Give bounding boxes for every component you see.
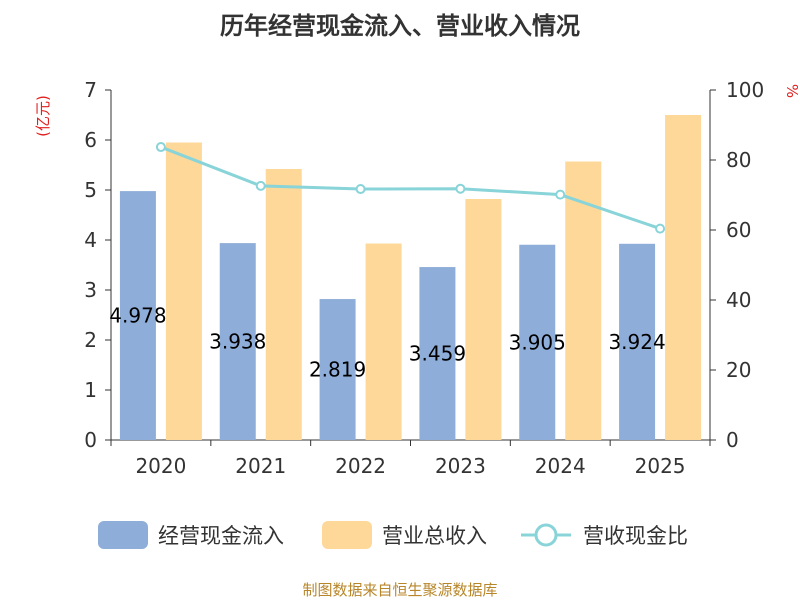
legend-swatch-cash-inflow — [98, 521, 148, 549]
ratio-line — [160, 145, 661, 231]
ratio-point — [155, 142, 166, 153]
data-label-cash-inflow: 3.905 — [509, 330, 566, 354]
data-labels-layer: 4.978 3.938 2.819 3.459 3.905 3.924 — [109, 304, 665, 382]
x-tick-label: 2024 — [535, 454, 586, 478]
legend-marker-ratio — [534, 523, 558, 547]
source-note: 制图数据来自恒生聚源数据库 — [302, 581, 497, 599]
left-tick-label: 1 — [84, 378, 97, 402]
data-label-cash-inflow: 3.924 — [608, 330, 665, 354]
bar-cash-inflow — [219, 243, 256, 440]
bar-revenue — [165, 142, 202, 440]
data-label-cash-inflow: 3.938 — [209, 330, 266, 354]
x-tick-label: 2020 — [135, 454, 186, 478]
ratio-point — [255, 180, 266, 191]
bar-cash-inflow — [119, 191, 156, 440]
right-tick-label: 80 — [726, 148, 751, 172]
legend-label-cash-inflow: 经营现金流入 — [158, 524, 284, 548]
left-axis-unit: (亿元) — [34, 95, 52, 137]
data-label-cash-inflow: 2.819 — [309, 358, 366, 382]
bars-layer — [119, 115, 702, 440]
line-layer — [155, 142, 666, 234]
left-tick-label: 7 — [84, 78, 97, 102]
bar-cash-inflow — [619, 243, 656, 440]
right-tick-label: 100 — [726, 78, 764, 102]
x-tick-label: 2025 — [635, 454, 686, 478]
left-tick-label: 4 — [84, 228, 97, 252]
legend: 经营现金流入 营业总收入 营收现金比 — [98, 521, 688, 549]
bar-revenue — [665, 115, 702, 440]
bar-cash-inflow — [419, 267, 456, 440]
legend-label-ratio: 营收现金比 — [583, 524, 688, 548]
legend-label-revenue: 营业总收入 — [382, 524, 487, 548]
bar-cash-inflow — [519, 244, 556, 440]
legend-swatch-revenue — [322, 521, 372, 549]
data-label-cash-inflow: 3.459 — [409, 342, 466, 366]
left-tick-label: 3 — [84, 278, 97, 302]
right-tick-label: 20 — [726, 358, 751, 382]
right-tick-label: 60 — [726, 218, 751, 242]
bar-revenue — [265, 169, 302, 440]
data-label-cash-inflow: 4.978 — [109, 304, 166, 328]
axes-layer: 0 1 2 3 4 5 6 7 0 20 40 60 80 100 2020 2021 2022 2023 2024… — [84, 78, 764, 478]
left-tick-label: 5 — [84, 178, 97, 202]
bar-cash-inflow — [319, 299, 356, 440]
left-tick-label: 6 — [84, 128, 97, 152]
bar-revenue — [365, 243, 402, 440]
left-tick-label: 0 — [84, 428, 97, 452]
x-tick-label: 2023 — [435, 454, 486, 478]
right-axis-unit: % — [783, 84, 800, 98]
ratio-point — [655, 223, 666, 234]
x-tick-label: 2021 — [235, 454, 286, 478]
x-tick-label: 2022 — [335, 454, 386, 478]
bar-revenue — [465, 199, 502, 440]
right-tick-label: 40 — [726, 288, 751, 312]
left-tick-label: 2 — [84, 328, 97, 352]
chart-title: 历年经营现金流入、营业收入情况 — [220, 12, 580, 40]
ratio-point — [555, 189, 566, 200]
ratio-point — [455, 183, 466, 194]
right-tick-label: 0 — [726, 428, 739, 452]
ratio-point — [355, 184, 366, 195]
